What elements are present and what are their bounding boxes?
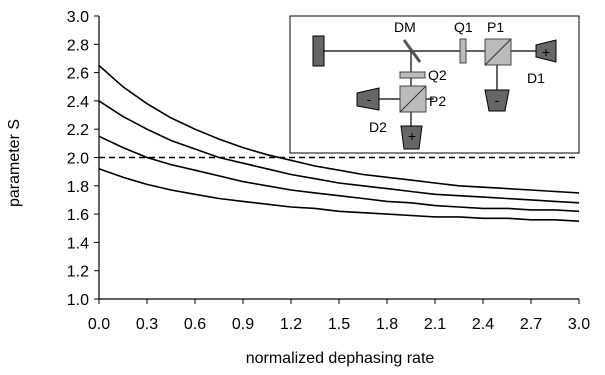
x-tick-label: 3.0 [568, 316, 590, 333]
series-lines [98, 64, 580, 222]
y-tick-label: 2.4 [67, 94, 89, 111]
x-tick-label: 0.9 [232, 316, 254, 333]
waveplate-q2 [399, 71, 426, 79]
detector-d1-plus [535, 39, 557, 63]
x-tick-label: 1.8 [376, 316, 398, 333]
detector-p1-minus [484, 89, 510, 112]
x-axis-title: normalized dephasing rate [246, 350, 435, 367]
polarizer-p2-diagonal [399, 85, 427, 113]
y-tick-label: 1.4 [67, 235, 89, 252]
label-q1: Q1 [454, 19, 473, 35]
y-tick-label: 1.6 [67, 207, 89, 224]
y-tick-label: 2.6 [67, 66, 89, 83]
label-d1: D1 [527, 70, 545, 86]
y-tick-label: 2.0 [67, 151, 89, 168]
x-tick-label: 1.2 [280, 316, 302, 333]
detector-d1-sign: + [542, 44, 550, 60]
label-q2: Q2 [428, 67, 447, 83]
detector-d2-minus-sign: - [367, 91, 372, 107]
x-tick-label: 2.7 [520, 316, 542, 333]
series-line-4 [98, 168, 580, 222]
detector-p1-sign: - [495, 92, 500, 108]
y-tick-label: 3.0 [67, 9, 89, 26]
inset-setup-diagram: + - - + DM Q1 P1 Q2 P2 D1 D2 [289, 15, 580, 154]
detector-d2-minus [356, 87, 380, 111]
y-tick-label: 1.2 [67, 264, 89, 281]
waveplate-q1 [459, 38, 467, 64]
y-tick-label: 2.8 [67, 37, 89, 54]
series-line-3 [98, 135, 580, 213]
x-tick-label: 1.5 [328, 316, 350, 333]
detector-d2-plus-sign: + [408, 128, 416, 144]
inset-frame [289, 15, 580, 154]
y-tick-label: 1.8 [67, 179, 89, 196]
x-tick-label: 2.1 [424, 316, 446, 333]
label-dm: DM [394, 19, 416, 35]
series-line-1 [98, 64, 580, 194]
y-axis-title: parameter S [6, 119, 23, 207]
label-d2: D2 [369, 119, 387, 135]
x-tick-label: 0.3 [136, 316, 158, 333]
source-block [312, 35, 325, 67]
x-tick-label: 0.0 [88, 316, 110, 333]
x-tick-label: 0.6 [184, 316, 206, 333]
label-p2: P2 [429, 93, 446, 109]
polarizer-p1-diagonal [484, 38, 512, 66]
y-tick-label: 2.2 [67, 122, 89, 139]
x-tick-label: 2.4 [472, 316, 494, 333]
label-p1: P1 [487, 19, 504, 35]
dichroic-mirror-dm [402, 39, 422, 63]
y-tick-label: 1.0 [67, 292, 89, 309]
series-line-2 [98, 100, 580, 204]
y-axis-ticks: 1.0 1.2 1.4 1.6 1.8 2.0 2.2 2.4 2.6 2.8 3.0 [67, 9, 99, 309]
detector-d2-plus [400, 125, 423, 150]
x-axis-ticks: 0.0 0.3 0.6 0.9 1.2 1.5 1.8 2.1 2.4 2.7 3.0 [88, 299, 590, 333]
